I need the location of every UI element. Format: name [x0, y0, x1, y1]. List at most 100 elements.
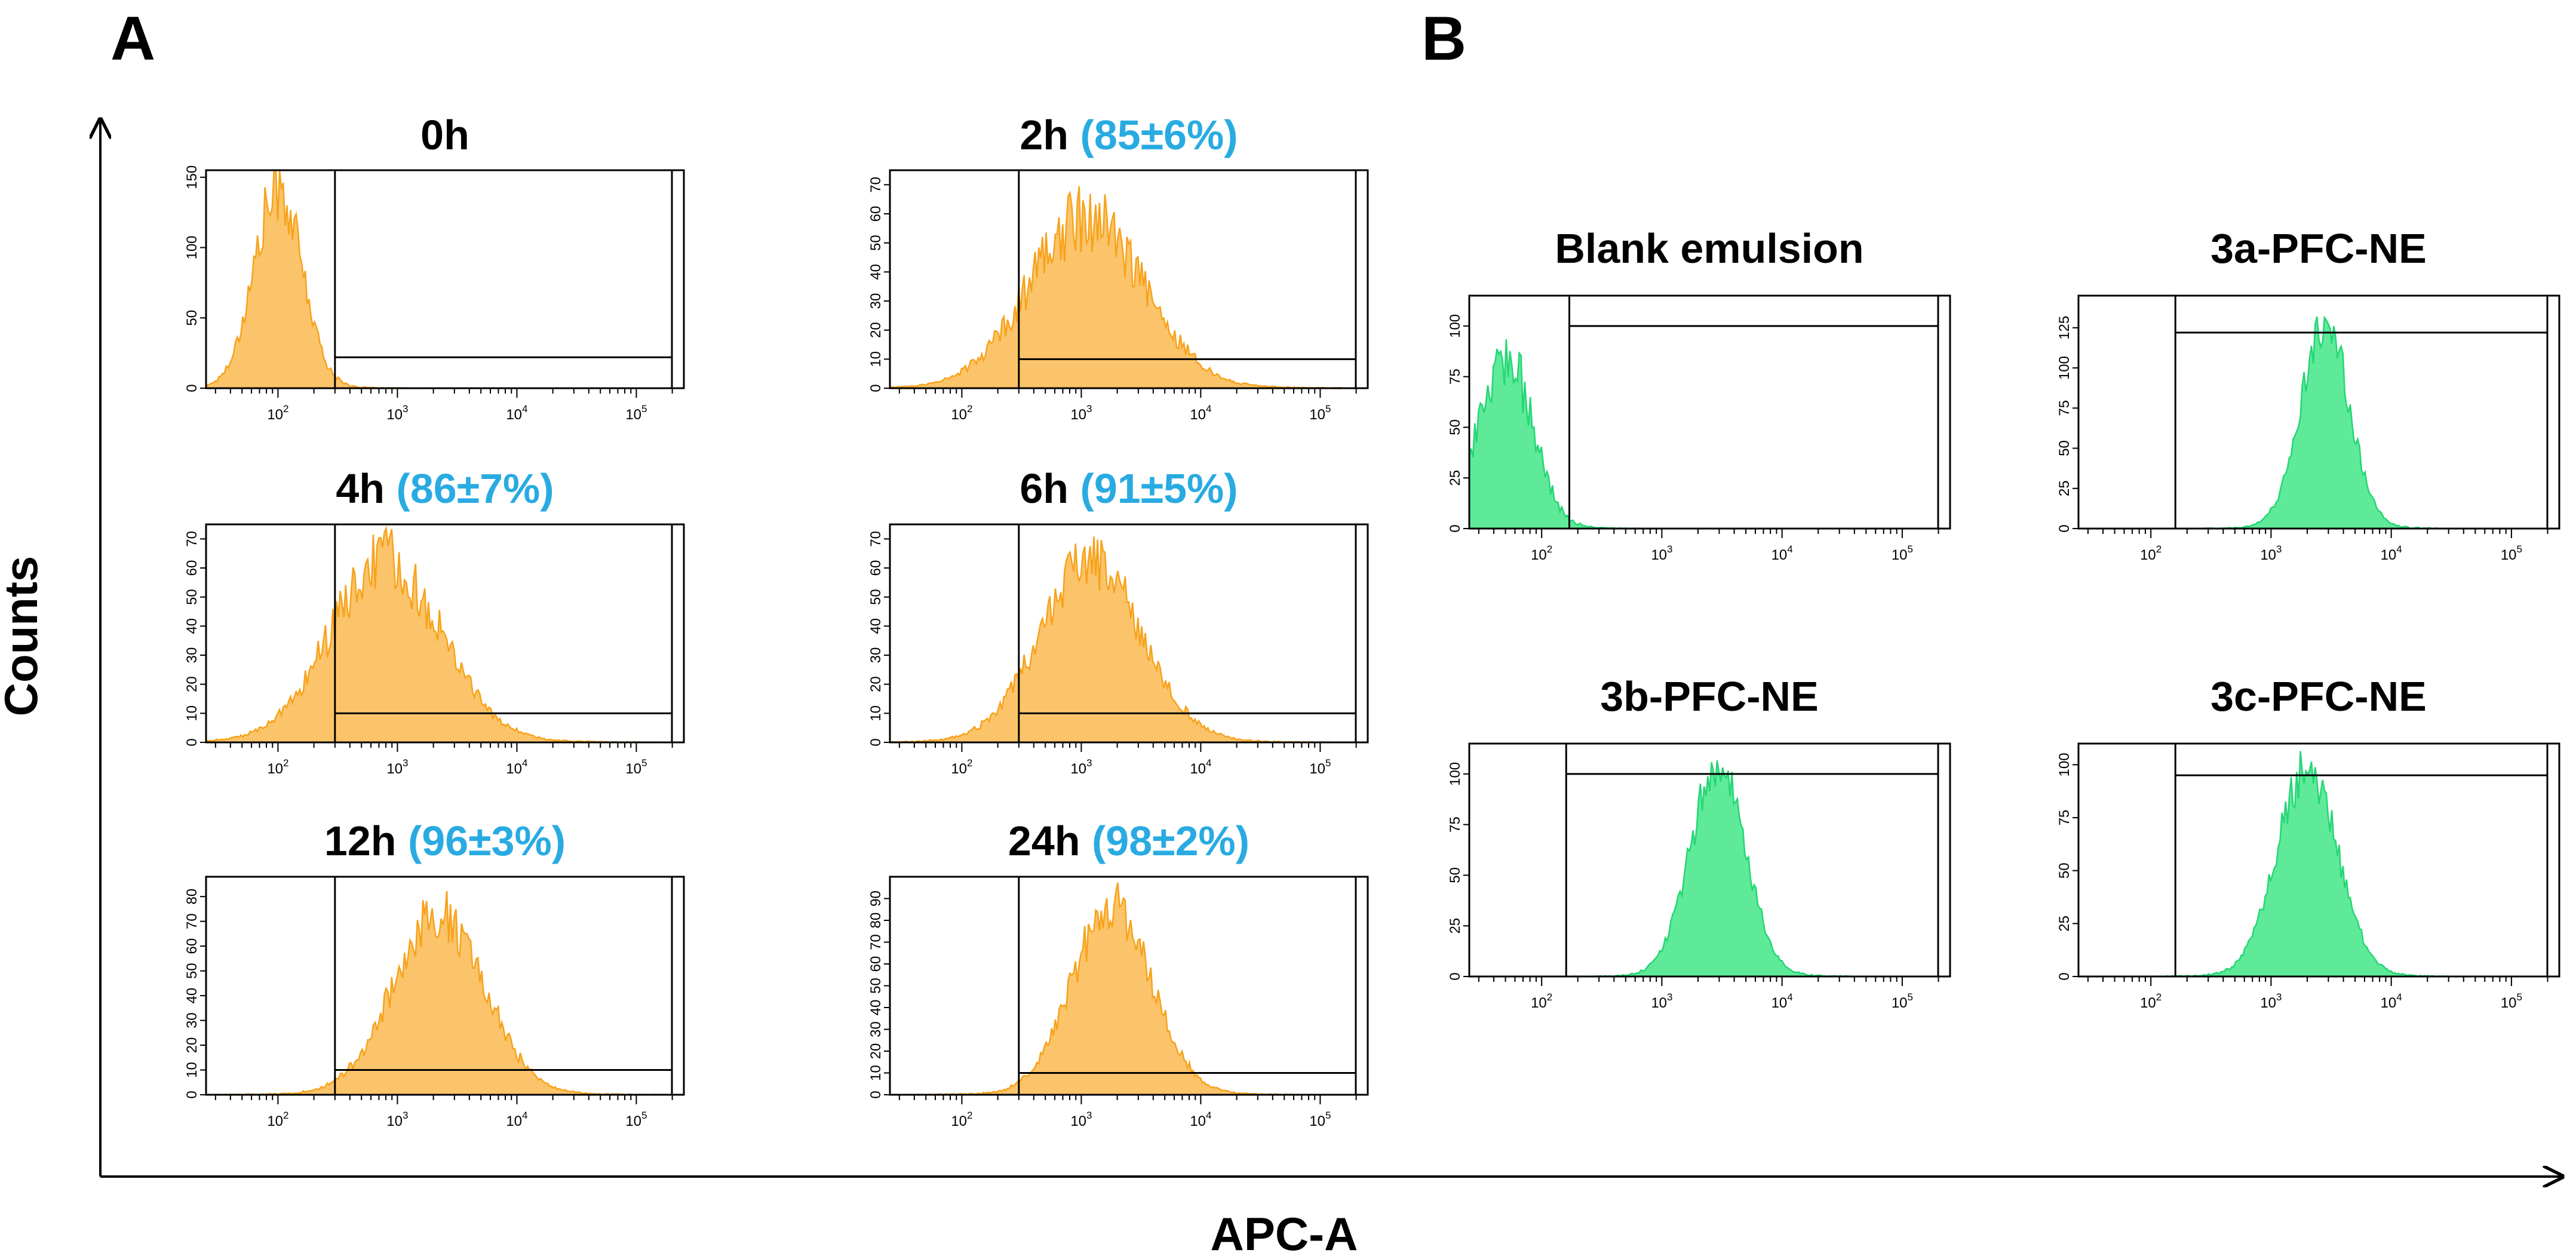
panel-2h: 2h (85±6%) 0 10 20 30 40 50 60 70 102 103 104 105: [868, 112, 1369, 423]
x-tick-label: 103: [2260, 991, 2282, 1011]
plot-frame: [889, 169, 1369, 389]
x-tick-label: 103: [386, 757, 408, 777]
positive-percent: (98±2%): [1080, 818, 1250, 864]
panel-title: 0h: [420, 112, 469, 158]
y-tick-label: 125: [2056, 316, 2073, 340]
positive-percent: (91±5%): [1069, 465, 1238, 512]
y-tick-label: 40: [868, 618, 884, 634]
x-tick-label: 102: [267, 403, 288, 423]
histogram-fill: [206, 890, 684, 1095]
x-tick-label: 105: [1309, 757, 1331, 777]
y-tick-label: 30: [184, 647, 200, 664]
y-tick-label: 40: [868, 1000, 884, 1016]
panel-title: Blank emulsion: [1555, 225, 1863, 272]
y-tick-label: 20: [184, 1037, 200, 1054]
y-tick-label: 60: [868, 956, 884, 972]
x-tick-label: 102: [2140, 543, 2161, 563]
panel-4h: 4h (86±7%) 0 10 20 30 40 50 60 70 102 103 104 105: [184, 465, 685, 777]
y-tick-label: 0: [184, 384, 200, 392]
x-tick-label: 104: [2381, 991, 2402, 1011]
x-tick-label: 105: [625, 757, 647, 777]
histogram-fill: [890, 882, 1368, 1095]
histogram-fill: [2078, 751, 2559, 976]
positive-percent: (96±3%): [397, 818, 566, 864]
y-tick-label: 50: [868, 978, 884, 994]
y-tick-label: 50: [184, 310, 200, 326]
panel-label-b: B: [1421, 4, 1466, 73]
y-tick-label: 10: [184, 1062, 200, 1078]
y-tick-label: 50: [1447, 419, 1463, 435]
histogram-fill: [1469, 339, 1950, 529]
x-tick-label: 105: [625, 403, 647, 423]
y-tick-label: 0: [2056, 972, 2073, 980]
x-tick-label: 104: [506, 757, 527, 777]
y-tick-label: 40: [184, 618, 200, 634]
plot-frame: [2077, 294, 2560, 530]
y-tick-label: 40: [868, 264, 884, 280]
panel-3b-pfc-ne: 3b-PFC-NE 0 25 50 75 100 102 103 104 105: [1447, 673, 1951, 1011]
y-tick-label: 100: [2056, 753, 2073, 776]
y-tick-label: 50: [868, 235, 884, 251]
panel-title: 3a-PFC-NE: [2210, 225, 2427, 272]
panel-title: 4h (86±7%): [336, 465, 554, 512]
y-tick-label: 50: [2056, 440, 2073, 456]
x-tick-label: 102: [951, 757, 972, 777]
x-tick-label: 103: [1070, 757, 1092, 777]
histogram-fill: [206, 170, 684, 388]
panel-label-a: A: [110, 4, 155, 73]
y-tick-label: 0: [184, 1091, 200, 1098]
y-tick-label: 50: [868, 589, 884, 605]
y-tick-label: 50: [184, 589, 200, 605]
x-tick-label: 102: [951, 1110, 972, 1129]
y-tick-label: 10: [184, 705, 200, 721]
y-tick-label: 30: [184, 1012, 200, 1028]
y-tick-label: 70: [868, 934, 884, 950]
y-tick-label: 0: [1447, 524, 1463, 532]
positive-percent: (86±7%): [385, 465, 554, 512]
x-tick-label: 104: [2381, 543, 2402, 563]
panel-title: 3c-PFC-NE: [2210, 673, 2427, 720]
y-tick-label: 10: [868, 705, 884, 721]
panel-6h: 6h (91±5%) 0 10 20 30 40 50 60 70 102 103 104 105: [868, 465, 1369, 777]
positive-percent: (85±6%): [1069, 112, 1238, 158]
x-tick-label: 105: [2501, 543, 2522, 563]
y-tick-label: 0: [868, 738, 884, 746]
panel-blank-emulsion: Blank emulsion 0 25 50 75 100 102 103 104 105: [1447, 225, 1951, 563]
y-tick-label: 20: [868, 1043, 884, 1060]
y-tick-label: 75: [2056, 400, 2073, 416]
panel-3c-pfc-ne: 3c-PFC-NE 0 25 50 75 100 102 103 104 105: [2056, 673, 2560, 1011]
x-tick-label: 102: [1531, 991, 1552, 1011]
panel-0h: 0h 0 50 100 150 102 103 104 105: [184, 112, 685, 423]
x-axis-label: APC-A: [1211, 1208, 1358, 1256]
y-tick-label: 75: [1447, 368, 1463, 385]
x-tick-label: 104: [1190, 757, 1211, 777]
y-tick-label: 0: [2056, 524, 2073, 532]
y-tick-label: 40: [184, 988, 200, 1004]
x-tick-label: 104: [1190, 1110, 1211, 1129]
y-tick-label: 50: [1447, 867, 1463, 883]
y-tick-label: 60: [184, 560, 200, 576]
plot-frame: [205, 169, 685, 389]
y-tick-label: 0: [868, 384, 884, 392]
y-tick-label: 80: [868, 913, 884, 929]
panel-24h: 24h (98±2%) 0 10 20 30 40 50 60 70 80 90 102 103 104 1…: [868, 818, 1369, 1129]
y-tick-label: 10: [868, 351, 884, 367]
x-tick-label: 103: [1651, 543, 1672, 563]
y-tick-label: 60: [184, 938, 200, 954]
plot-frame: [205, 876, 685, 1096]
y-tick-label: 60: [868, 560, 884, 576]
y-tick-label: 30: [868, 293, 884, 309]
panel-title: 24h (98±2%): [1008, 818, 1249, 864]
y-tick-label: 0: [1447, 972, 1463, 980]
x-tick-label: 104: [506, 1110, 527, 1129]
y-tick-label: 100: [1447, 314, 1463, 338]
plot-frame: [889, 523, 1369, 744]
x-tick-label: 102: [1531, 543, 1552, 563]
y-tick-label: 30: [868, 1021, 884, 1037]
y-tick-label: 50: [184, 963, 200, 979]
y-tick-label: 90: [868, 890, 884, 907]
y-tick-label: 25: [2056, 480, 2073, 496]
y-tick-label: 150: [184, 165, 200, 189]
x-tick-label: 105: [2501, 991, 2522, 1011]
